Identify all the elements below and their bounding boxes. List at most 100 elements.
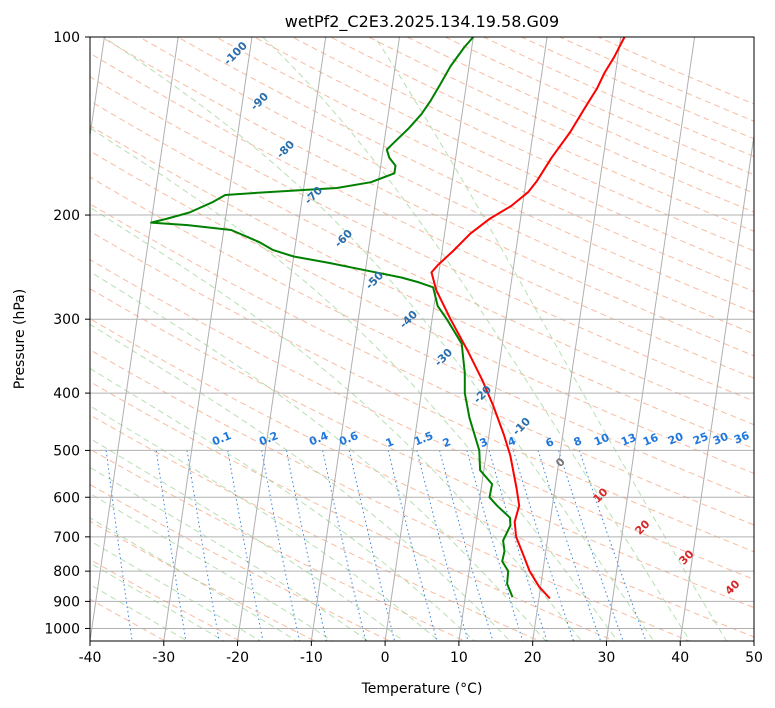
moist-adiabat-line	[102, 37, 655, 641]
mixing-ratio-label: 25	[691, 430, 710, 448]
dry-adiabat-label: -90	[248, 90, 271, 113]
grid-lines	[90, 37, 754, 641]
x-tick-label: 50	[745, 650, 763, 666]
mixing-ratio-line	[322, 450, 367, 641]
mixing-ratio-line	[285, 450, 327, 641]
x-tick-label: -10	[300, 650, 323, 666]
moist-adiabat-line	[90, 271, 547, 641]
data-series	[150, 37, 626, 600]
moist-adiabat-line	[90, 405, 440, 641]
y-tick-label: 300	[53, 312, 80, 328]
dry-adiabat-label: -30	[432, 346, 455, 369]
dry-adiabat-line	[90, 230, 754, 553]
isotherm-line	[532, 37, 622, 641]
y-tick-label: 900	[53, 594, 80, 610]
moist-adiabat-line	[90, 367, 476, 641]
dry-adiabat-line	[291, 37, 754, 252]
moist-adiabat-line	[90, 206, 583, 641]
dry-adiabat-line	[90, 483, 391, 641]
isotherm-line	[310, 37, 401, 641]
y-tick-label: 400	[53, 386, 80, 402]
moist-adiabat-line	[90, 583, 189, 641]
dry-adiabat-line	[90, 318, 754, 638]
isotherm-line	[458, 37, 548, 641]
mixing-ratio-label: 13	[619, 431, 638, 449]
dry-adiabat-line	[90, 125, 754, 450]
mixing-ratio-label: 30	[711, 430, 730, 448]
dry-adiabat-label: -70	[302, 184, 325, 207]
mixing-ratio-line	[261, 450, 301, 641]
dry-adiabat-label: -10	[510, 415, 533, 438]
moist-adiabat-line	[374, 37, 728, 641]
dry-adiabat-line	[558, 37, 754, 122]
y-tick-label: 800	[53, 564, 80, 580]
y-tick-label: 600	[53, 490, 80, 506]
dry-adiabat-line	[90, 448, 466, 641]
mixing-ratio-line	[105, 450, 133, 641]
dry-adiabat-line	[90, 176, 754, 500]
mixing-ratio-label: 8	[572, 434, 584, 449]
isotherm-line	[237, 37, 327, 641]
mixing-ratio-label: 0.1	[210, 429, 233, 448]
moist-adiabat-line	[90, 562, 226, 641]
mixing-ratio-line	[439, 450, 494, 641]
y-tick-label: 100	[53, 30, 80, 46]
moist-adiabat-line	[90, 492, 334, 641]
mixing-ratio-line	[512, 450, 575, 641]
dry-adiabat-line	[90, 349, 691, 641]
mixing-ratio-label: 3	[478, 435, 490, 450]
dewpoint-profile	[150, 37, 514, 598]
x-axis-label: Temperature (°C)	[361, 681, 483, 697]
moist-adiabat-label: 20	[633, 517, 653, 537]
x-tick-label: 30	[598, 650, 616, 666]
mixing-ratio-line	[578, 450, 647, 641]
dry-adiabat-line	[214, 37, 754, 293]
moist-adiabat-label: 0	[553, 455, 568, 470]
mixing-ratio-label: 2	[441, 435, 453, 450]
dry-adiabat-line	[90, 76, 754, 402]
isotherm-line	[605, 37, 696, 641]
x-tick-label: 10	[450, 650, 468, 666]
y-tick-label: 1000	[44, 621, 80, 637]
x-tick-label: 0	[381, 650, 390, 666]
axes: -40 -30 -20 -10 0 10 20 30 40 5010020030040050060…	[44, 30, 763, 666]
temperature-profile	[430, 37, 626, 600]
dry-adiabat-line	[100, 37, 754, 357]
dry-adiabat-line	[90, 100, 754, 426]
y-tick-label: 500	[53, 443, 80, 459]
y-axis-label: Pressure (hPa)	[12, 289, 28, 389]
isotherm-line	[90, 37, 105, 140]
mixing-ratio-line	[416, 450, 469, 641]
x-tick-label: 20	[524, 650, 542, 666]
mixing-ratio-label: 6	[544, 435, 556, 450]
mixing-ratio-label: 36	[732, 429, 751, 447]
mixing-ratio-line	[387, 450, 438, 641]
chart-title: wetPf2_C2E3.2025.134.19.58.G09	[285, 12, 559, 32]
isotherm-line	[384, 37, 474, 641]
x-tick-label: 40	[671, 650, 689, 666]
dry-adiabat-line	[90, 259, 754, 580]
x-tick-label: -30	[152, 650, 175, 666]
mixing-ratio-line	[155, 450, 187, 641]
moist-adiabat-line	[90, 517, 298, 641]
dry-adiabat-line	[367, 37, 754, 213]
mixing-ratio-line	[348, 450, 396, 641]
moist-adiabat-line	[90, 466, 369, 641]
moist-adiabat-line	[90, 127, 619, 641]
mixing-ratio-line	[558, 450, 624, 641]
mixing-ratio-label: 1	[384, 435, 396, 450]
mixing-ratio-line	[466, 450, 524, 641]
dry-adiabat-line	[90, 203, 754, 526]
moist-adiabat-label: 10	[591, 485, 611, 505]
mixing-ratio-line	[227, 450, 264, 641]
mixing-ratio-label: 0.4	[307, 429, 330, 448]
moist-adiabat-line	[90, 540, 262, 641]
y-tick-label: 200	[53, 208, 80, 224]
dry-adiabat-line	[596, 37, 754, 105]
dry-adiabat-line	[176, 37, 754, 313]
dry-adiabat-line	[482, 37, 754, 158]
y-tick-label: 700	[53, 530, 80, 546]
x-tick-label: -20	[226, 650, 249, 666]
plot-frame	[89, 36, 755, 642]
